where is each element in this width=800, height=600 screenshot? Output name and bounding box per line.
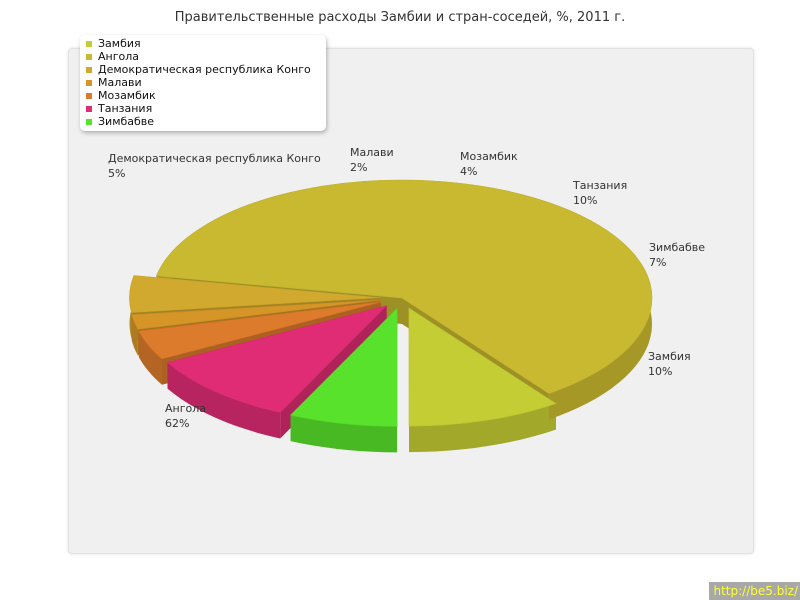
slice-label-value: 10% [648,365,672,378]
legend-label: Демократическая республика Конго [98,63,311,76]
legend-label: Мозамбик [98,89,156,102]
pie-slice[interactable] [129,275,380,313]
slice-label-name: Ангола [165,402,206,415]
pie-slice[interactable] [166,305,388,413]
chart-title: Правительственные расходы Замбии и стран… [174,10,626,25]
watermark: http://be5.biz/ [709,582,800,600]
pie-slice-side [409,403,556,453]
legend-label: Танзания [98,102,153,115]
slice-label-name: Малави [350,146,394,159]
slice-label-value: 2% [350,161,367,174]
legend-item[interactable]: Ангола [86,50,320,63]
legend-item[interactable]: Малави [86,76,320,89]
legend: Замбия Ангола Демократическая республика К… [80,35,326,131]
pie-slice-side [138,331,162,385]
legend-item[interactable]: Танзания [86,102,320,115]
legend-item[interactable]: Зимбабве [86,115,320,128]
slice-label-name: Мозамбик [460,150,518,163]
legend-swatch [86,53,92,60]
pie-slice-side [290,415,398,453]
slice-label-name: Замбия [648,350,691,363]
legend-item[interactable]: Замбия [86,37,320,50]
pie-slice[interactable] [131,299,380,330]
legend-item[interactable]: Мозамбик [86,89,320,102]
slice-label-value: 62% [165,417,189,430]
slice-label-value: 10% [573,194,597,207]
legend-swatch [86,92,92,99]
slice-label-value: 5% [108,167,125,180]
legend-swatch [86,105,92,112]
legend-swatch [86,79,92,86]
legend-swatch [86,66,92,73]
slice-label-name: Танзания [572,179,627,192]
pie-slice[interactable] [290,307,398,427]
legend-swatch [86,40,92,47]
pie-slice-side [167,362,281,439]
slice-label-name: Зимбабве [649,241,705,254]
pie-slice[interactable] [408,307,557,427]
pie-slice-side [131,314,138,356]
slice-label-name: Демократическая республика Конго [108,152,321,165]
legend-label: Ангола [98,50,139,63]
pie-slice[interactable] [155,179,653,394]
slice-label-value: 7% [649,256,666,269]
legend-label: Зимбабве [98,115,155,128]
legend-item[interactable]: Демократическая республика Конго [86,63,320,76]
pie-slice[interactable] [138,301,382,360]
legend-swatch [86,118,92,125]
legend-label: Замбия [98,37,141,50]
legend-label: Малави [98,76,142,89]
slice-label-value: 4% [460,165,477,178]
